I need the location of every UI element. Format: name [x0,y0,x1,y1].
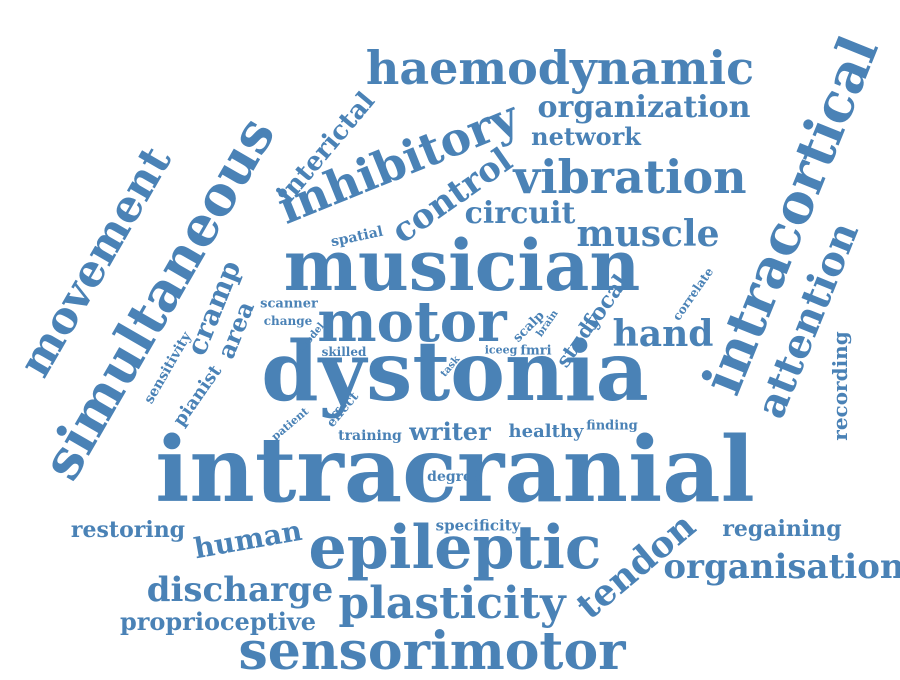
word-hand: hand [613,316,714,352]
word-degree: degree [427,470,481,484]
word-writer: writer [409,420,490,444]
word-network: network [531,125,641,149]
word-change: change [264,315,313,327]
word-specificity: specificity [436,519,521,534]
word-organisation: organisation [663,550,900,584]
word-haemodynamic: haemodynamic [366,45,754,91]
word-healthy: healthy [509,423,584,441]
word-motor: motor [317,294,506,350]
word-finding: finding [586,420,637,433]
word-plasticity: plasticity [338,582,565,626]
word-scanner: scanner [260,298,318,311]
word-organization: organization [538,93,751,123]
word-vibration: vibration [513,154,746,200]
word-human: human [192,517,304,563]
word-training: training [338,429,402,443]
word-fmri: fmri [520,345,551,358]
word-discharge: discharge [147,573,334,607]
word-recording: recording [830,331,850,440]
word-regaining: regaining [722,518,841,540]
word-iceeg: iceeg [485,345,518,356]
word-proprioceptive: proprioceptive [120,610,316,634]
word-skilled: skilled [322,346,367,358]
word-circuit: circuit [465,199,576,229]
word-restoring: restoring [71,519,185,541]
word-muscle: muscle [576,216,719,252]
